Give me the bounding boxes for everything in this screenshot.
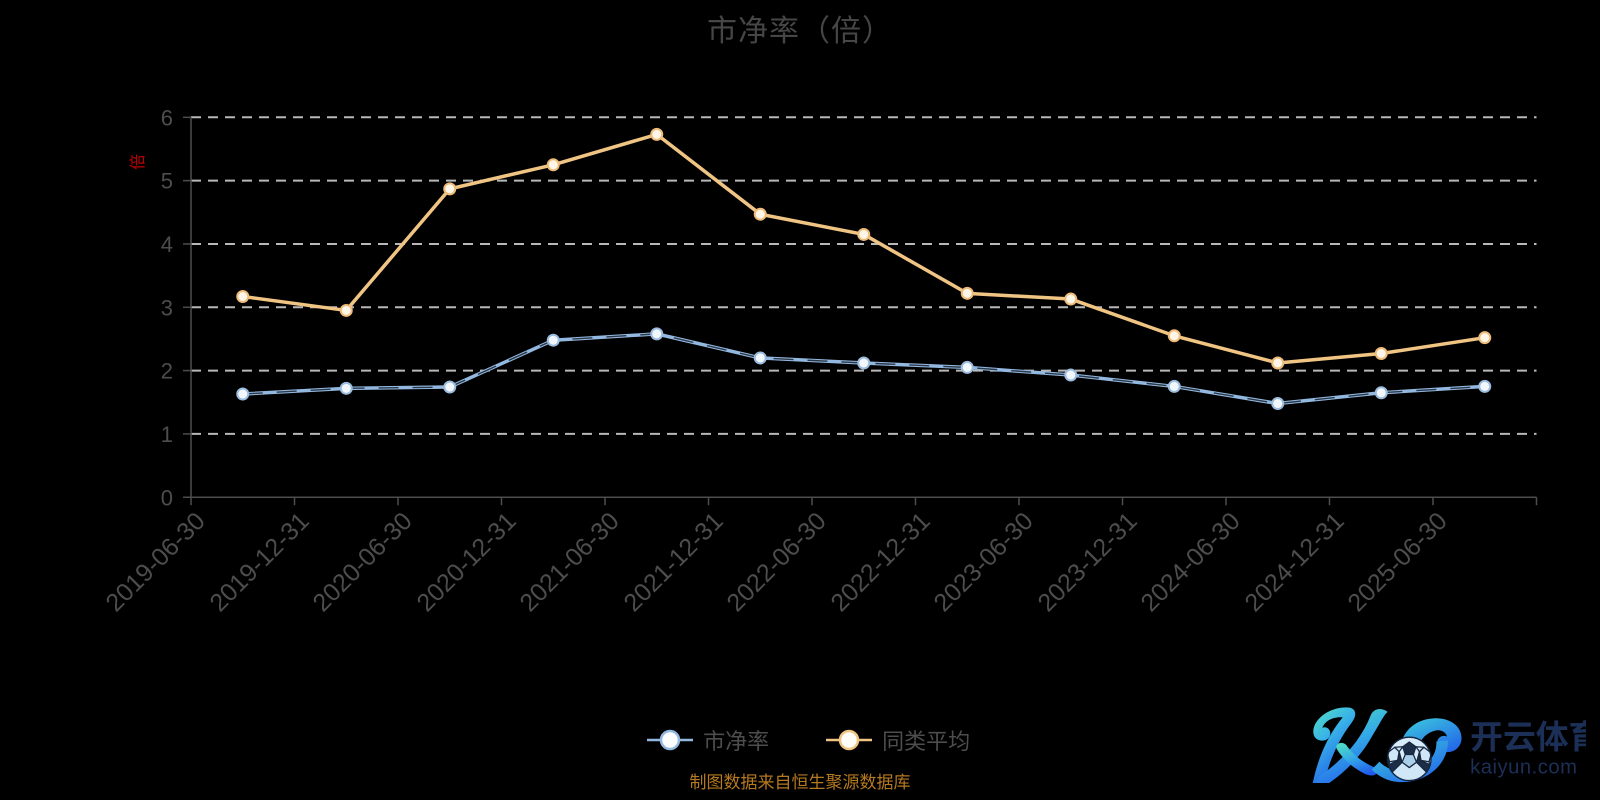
svg-text:0: 0 — [161, 485, 173, 510]
svg-text:5: 5 — [161, 169, 173, 194]
svg-text:6: 6 — [161, 105, 173, 130]
svg-text:1: 1 — [161, 422, 173, 447]
svg-text:4: 4 — [161, 232, 173, 257]
svg-text:2: 2 — [161, 359, 173, 384]
svg-text:3: 3 — [161, 295, 173, 320]
